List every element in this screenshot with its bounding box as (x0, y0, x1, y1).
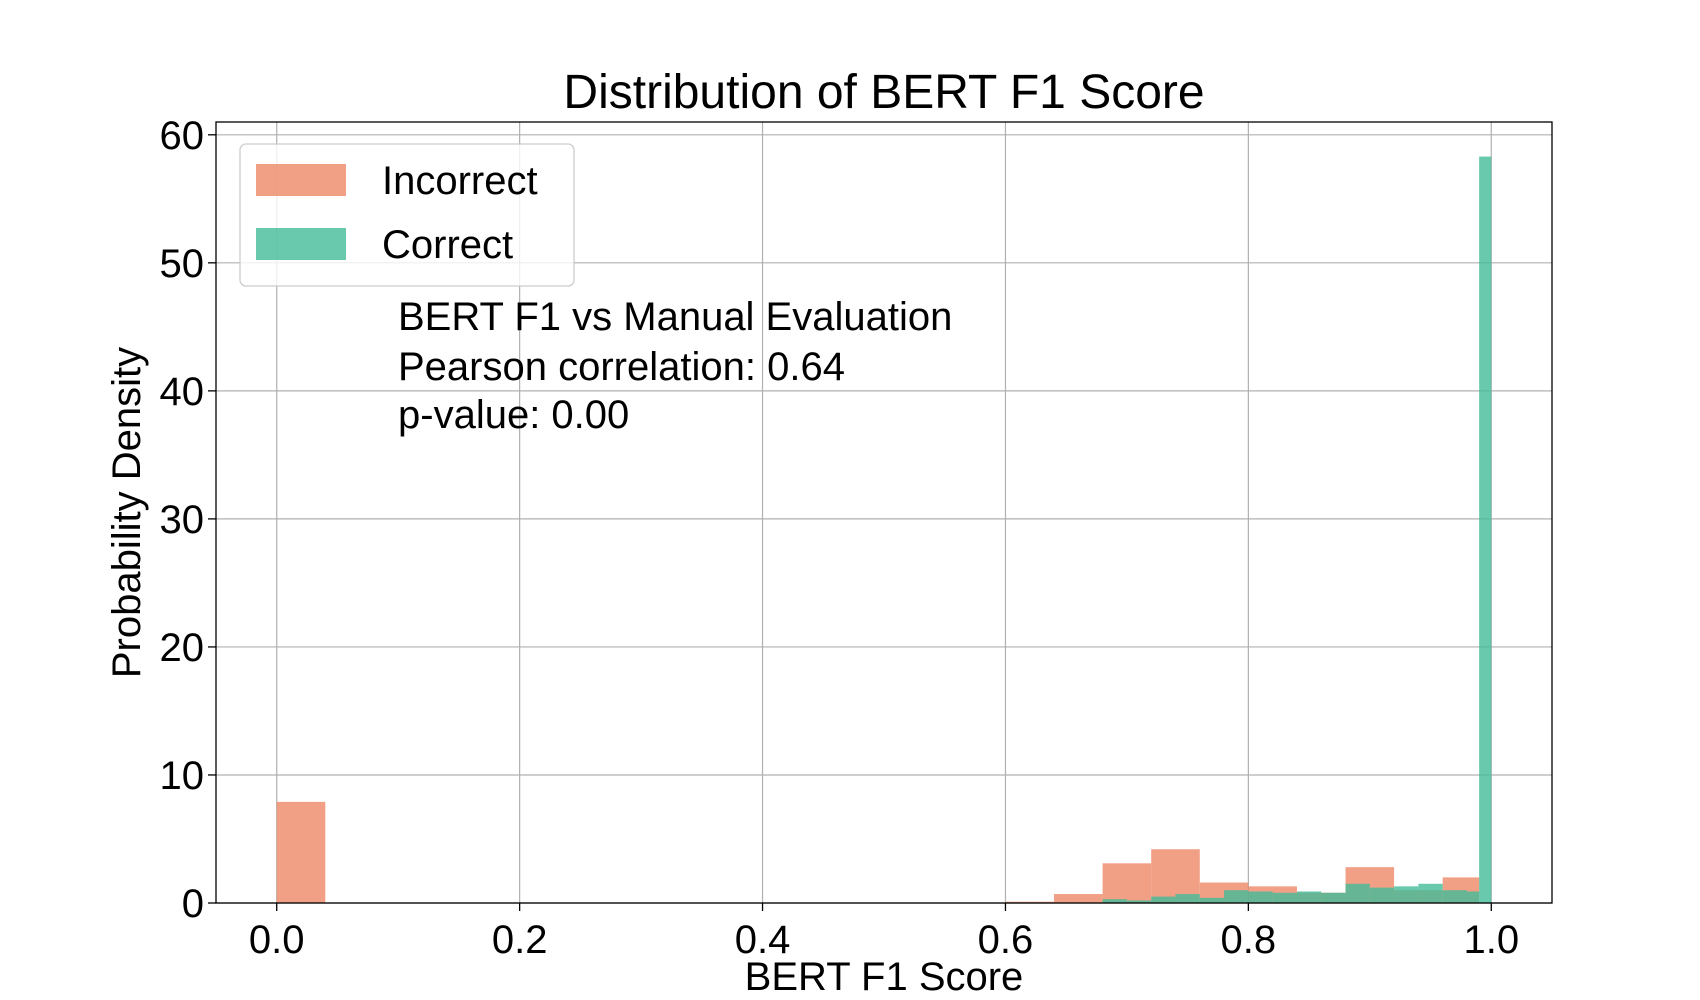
y-tick-label: 30 (160, 498, 205, 542)
bar-correct (1272, 892, 1297, 903)
x-tick-label: 0.4 (735, 918, 791, 962)
bar-correct (1175, 894, 1200, 903)
bar-correct (1102, 899, 1127, 903)
plot-frame (215, 121, 1553, 904)
x-tick-label: 1.0 (1463, 918, 1519, 962)
y-tick-label: 10 (160, 754, 205, 798)
axis-ticks: 0.0 0.2 0.4 0.6 0.8 1.0 0 10 20 30 40 50 60 (160, 114, 1520, 962)
bar-correct (1466, 891, 1480, 903)
bar-correct (1296, 891, 1322, 903)
y-axis-label: Probability Density (105, 347, 149, 678)
y-tick-label: 50 (160, 242, 205, 286)
correlation-annotation: BERT F1 vs Manual Evaluation Pearson cor… (398, 295, 952, 437)
bar-correct (1442, 890, 1467, 903)
bar-correct (1369, 887, 1395, 903)
bar-correct (1224, 890, 1249, 903)
y-tick-label: 20 (160, 626, 205, 670)
y-tick-label: 0 (182, 882, 204, 926)
bar-correct (1321, 892, 1346, 903)
legend-swatch-incorrect (256, 164, 346, 196)
bar-incorrect (1102, 863, 1152, 903)
legend-swatch-correct (256, 228, 346, 260)
legend-label-correct: Correct (382, 223, 513, 267)
bar-correct (1151, 896, 1176, 903)
bar-correct (1199, 897, 1225, 903)
x-tick-label: 0.2 (492, 918, 548, 962)
annotation-line: p-value: 0.00 (398, 393, 629, 437)
chart-title: Distribution of BERT F1 Score (563, 66, 1204, 119)
bar-correct (1248, 891, 1273, 903)
histogram-bars (276, 156, 1492, 903)
bar-incorrect (1054, 894, 1103, 903)
bar-correct (1479, 156, 1492, 903)
y-tick-label: 60 (160, 114, 205, 158)
x-tick-label: 0.0 (249, 918, 305, 962)
legend-label-incorrect: Incorrect (382, 159, 538, 203)
annotation-line: BERT F1 vs Manual Evaluation (398, 295, 952, 339)
bar-correct (1394, 886, 1419, 903)
annotation-line: Pearson correlation: 0.64 (398, 345, 845, 389)
y-tick-label: 40 (160, 370, 205, 414)
x-tick-label: 0.8 (1221, 918, 1277, 962)
x-axis-label: BERT F1 Score (745, 955, 1024, 999)
legend: Incorrect Correct (239, 143, 575, 287)
bar-incorrect (276, 801, 326, 903)
bar-correct (1126, 900, 1152, 903)
bar-correct (1418, 883, 1443, 903)
x-tick-label: 0.6 (978, 918, 1034, 962)
bar-correct (1345, 883, 1370, 903)
